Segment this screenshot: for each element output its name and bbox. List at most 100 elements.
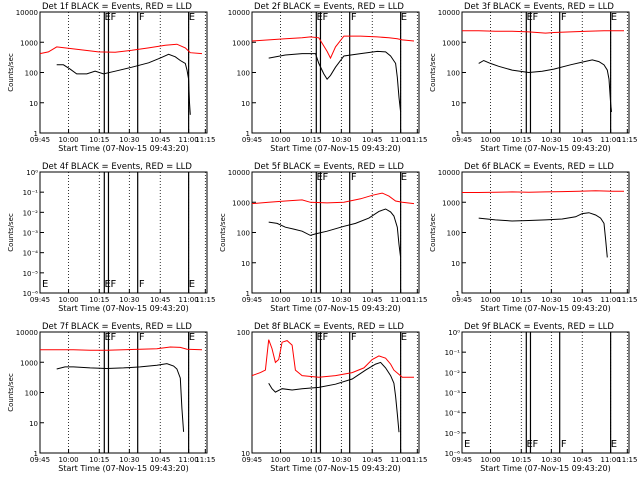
y-tick-label: 10⁻² — [23, 209, 39, 217]
y-tick-label: 10000 — [16, 329, 38, 337]
events-series-line — [268, 208, 402, 258]
x-tick-label: 11:00 — [391, 296, 411, 304]
y-tick-label: 10 — [241, 450, 250, 458]
x-tick-label: 10:30 — [331, 136, 351, 144]
x-tick-label: 10:30 — [541, 456, 561, 464]
x-tick-label: 11:15 — [617, 296, 637, 304]
x-tick-label: 10:45 — [150, 136, 170, 144]
x-tick-label: 10:30 — [119, 456, 139, 464]
y-tick-label: 10⁻³ — [23, 230, 39, 238]
events-series-line — [478, 59, 612, 112]
x-tick-label: 09:45 — [452, 136, 472, 144]
x-tick-label: 11:00 — [179, 456, 199, 464]
x-tick-label: 10:00 — [480, 136, 500, 144]
marker-label: F — [532, 439, 538, 450]
x-tick-label: 10:00 — [270, 296, 290, 304]
marker-label: E — [611, 12, 617, 23]
x-tick-label: 10:00 — [58, 296, 78, 304]
x-axis-label: Start Time (07-Nov-15 09:43:20) — [480, 144, 610, 153]
plot-frame — [251, 331, 420, 454]
marker-label: E — [316, 12, 322, 23]
x-tick-label: 11:15 — [195, 456, 215, 464]
x-tick-label: 09:45 — [452, 296, 472, 304]
x-axis-label: Start Time (07-Nov-15 09:43:20) — [270, 144, 400, 153]
x-tick-label: 09:45 — [30, 296, 50, 304]
marker-label: F — [561, 12, 567, 23]
marker-label: F — [351, 12, 357, 23]
marker-label: F — [322, 172, 328, 183]
x-tick-label: 10:30 — [331, 296, 351, 304]
panel-title: Det 3f BLACK = Events, RED = LLD — [464, 2, 614, 12]
panel-p4: Det 4f BLACK = Events, RED = LLD 09:45 10:… — [7, 162, 215, 313]
y-axis-label: Counts/sec — [7, 213, 15, 252]
y-tick-label: 1000 — [232, 199, 250, 207]
x-tick-label: 10:45 — [572, 136, 592, 144]
x-tick-label: 10:00 — [480, 456, 500, 464]
y-tick-label: 1 — [456, 290, 460, 298]
x-tick-label: 10:30 — [331, 456, 351, 464]
marker-label: F — [532, 12, 538, 23]
x-tick-label: 10:45 — [362, 296, 382, 304]
marker-label: E — [316, 332, 322, 343]
x-tick-label: 10:00 — [270, 456, 290, 464]
lld-series-line — [462, 30, 624, 34]
marker-label: F — [351, 332, 357, 343]
y-tick-label: 10⁻⁵ — [445, 430, 461, 438]
x-tick-label: 11:15 — [407, 296, 427, 304]
plot-frame — [39, 11, 208, 134]
plot-frame — [39, 171, 208, 294]
y-tick-label: 10 — [451, 260, 460, 268]
panel-p6: Det 6f BLACK = Events, RED = LLD 09:45 10:… — [429, 162, 637, 313]
lld-series-line — [462, 190, 624, 193]
x-axis-label: Start Time (07-Nov-15 09:43:20) — [270, 304, 400, 313]
marker-label: E — [189, 12, 195, 23]
y-tick-label: 10000 — [438, 9, 460, 17]
x-tick-label: 09:45 — [242, 136, 262, 144]
marker-label: E — [526, 12, 532, 23]
y-tick-label: 10⁻⁶ — [23, 290, 39, 298]
marker-label: E — [611, 439, 617, 450]
x-tick-label: 10:45 — [150, 296, 170, 304]
plot-frame — [461, 331, 630, 454]
panel-p9: Det 9f BLACK = Events, RED = LLD 09:45 10:… — [445, 322, 638, 473]
x-tick-label: 11:00 — [179, 296, 199, 304]
marker-label: E — [42, 279, 48, 290]
x-tick-label: 10:15 — [89, 296, 109, 304]
y-tick-label: 100 — [237, 329, 250, 337]
x-tick-label: 09:45 — [30, 456, 50, 464]
y-tick-label: 10⁻¹ — [23, 189, 39, 197]
marker-label: E — [401, 332, 407, 343]
y-tick-label: 10000 — [438, 169, 460, 177]
marker-label: F — [561, 439, 567, 450]
marker-label: F — [139, 332, 145, 343]
y-tick-label: 100 — [25, 390, 38, 398]
y-tick-label: 10 — [29, 100, 38, 108]
y-tick-label: 100 — [237, 70, 250, 78]
y-axis-label: Counts/sec — [7, 373, 15, 412]
y-tick-label: 100 — [447, 230, 460, 238]
events-series-line — [56, 363, 185, 432]
events-series-line — [268, 361, 400, 433]
y-tick-label: 10 — [451, 100, 460, 108]
x-tick-label: 10:00 — [480, 296, 500, 304]
marker-label: E — [526, 439, 532, 450]
panel-title: Det 6f BLACK = Events, RED = LLD — [464, 162, 614, 172]
x-tick-label: 10:45 — [572, 456, 592, 464]
x-tick-label: 11:00 — [391, 456, 411, 464]
x-tick-label: 10:15 — [89, 456, 109, 464]
panel-title: Det 1f BLACK = Events, RED = LLD — [42, 2, 192, 12]
panel-title: Det 4f BLACK = Events, RED = LLD — [42, 162, 192, 172]
x-tick-label: 10:00 — [58, 456, 78, 464]
x-tick-label: 11:00 — [391, 136, 411, 144]
marker-label: F — [110, 332, 116, 343]
plot-frame — [251, 11, 420, 134]
x-tick-label: 10:30 — [119, 136, 139, 144]
x-tick-label: 09:45 — [242, 296, 262, 304]
marker-label: F — [322, 332, 328, 343]
lld-series-line — [251, 339, 414, 378]
x-tick-label: 10:45 — [362, 136, 382, 144]
x-tick-label: 11:15 — [407, 136, 427, 144]
x-tick-label: 10:15 — [89, 136, 109, 144]
marker-label: F — [139, 12, 145, 23]
plot-frame — [251, 171, 420, 294]
